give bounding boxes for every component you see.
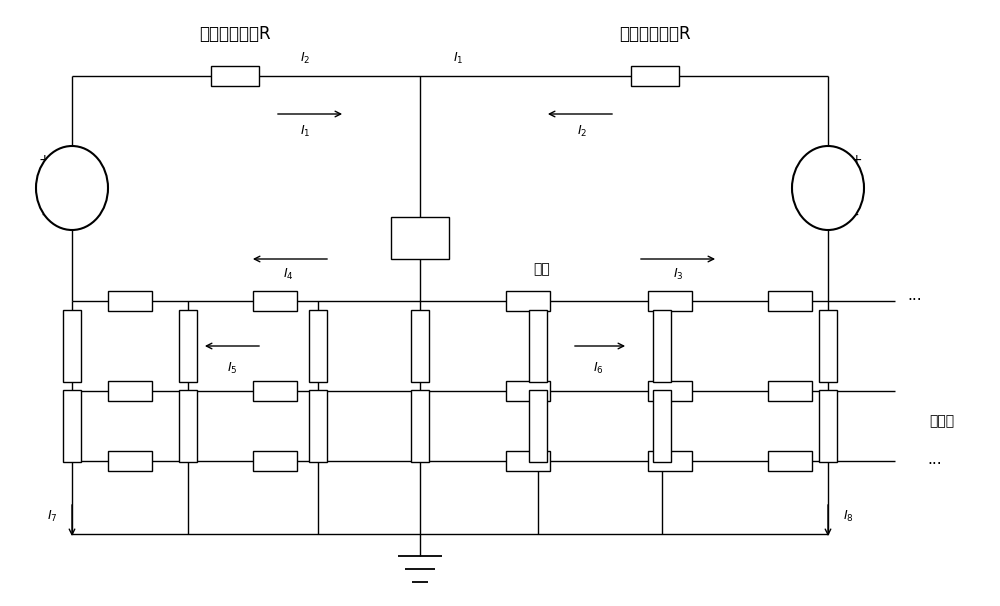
Text: 机车等效电阻R: 机车等效电阻R xyxy=(619,25,691,43)
Text: $I_5$: $I_5$ xyxy=(227,361,237,376)
Bar xyxy=(179,390,197,462)
Bar xyxy=(768,381,812,401)
Bar xyxy=(631,66,679,86)
Ellipse shape xyxy=(36,146,108,230)
Text: $I_1$: $I_1$ xyxy=(453,50,463,65)
Bar xyxy=(411,310,429,382)
Bar xyxy=(653,310,671,382)
Bar xyxy=(653,390,671,462)
Bar xyxy=(768,451,812,471)
Text: $I_8$: $I_8$ xyxy=(843,508,853,524)
Bar xyxy=(819,310,837,382)
Text: 机车: 机车 xyxy=(413,231,428,244)
Bar xyxy=(309,390,327,462)
Bar xyxy=(253,291,297,311)
Bar xyxy=(108,381,152,401)
Bar xyxy=(648,381,692,401)
Text: +: + xyxy=(850,153,862,167)
Bar xyxy=(768,291,812,311)
Text: 排流网: 排流网 xyxy=(929,414,955,428)
Bar xyxy=(506,451,550,471)
Text: $I_4$: $I_4$ xyxy=(283,267,293,282)
Bar xyxy=(253,451,297,471)
Bar xyxy=(391,217,449,259)
Bar xyxy=(529,390,547,462)
Bar xyxy=(309,310,327,382)
Text: $I_2$: $I_2$ xyxy=(300,50,310,65)
Text: $I_6$: $I_6$ xyxy=(593,361,603,376)
Text: $I_7$: $I_7$ xyxy=(47,508,57,524)
Bar xyxy=(506,381,550,401)
Bar xyxy=(108,291,152,311)
Bar xyxy=(63,390,81,462)
Bar xyxy=(506,291,550,311)
Bar xyxy=(63,310,81,382)
Text: $I_3$: $I_3$ xyxy=(673,267,683,282)
Text: 铁轨: 铁轨 xyxy=(534,262,550,276)
Ellipse shape xyxy=(792,146,864,230)
Text: $I_1$: $I_1$ xyxy=(300,124,310,139)
Bar xyxy=(108,451,152,471)
Text: -: - xyxy=(42,209,46,223)
Bar xyxy=(529,310,547,382)
Bar xyxy=(648,291,692,311)
Text: +: + xyxy=(38,153,50,167)
Bar xyxy=(819,390,837,462)
Text: 机车等效电阻R: 机车等效电阻R xyxy=(199,25,271,43)
Bar xyxy=(253,381,297,401)
Text: -: - xyxy=(854,209,858,223)
Text: $I_2$: $I_2$ xyxy=(577,124,587,139)
Bar xyxy=(648,451,692,471)
Text: ···: ··· xyxy=(907,293,922,308)
Bar xyxy=(179,310,197,382)
Bar xyxy=(411,390,429,462)
Bar xyxy=(211,66,259,86)
Text: ···: ··· xyxy=(928,456,942,471)
